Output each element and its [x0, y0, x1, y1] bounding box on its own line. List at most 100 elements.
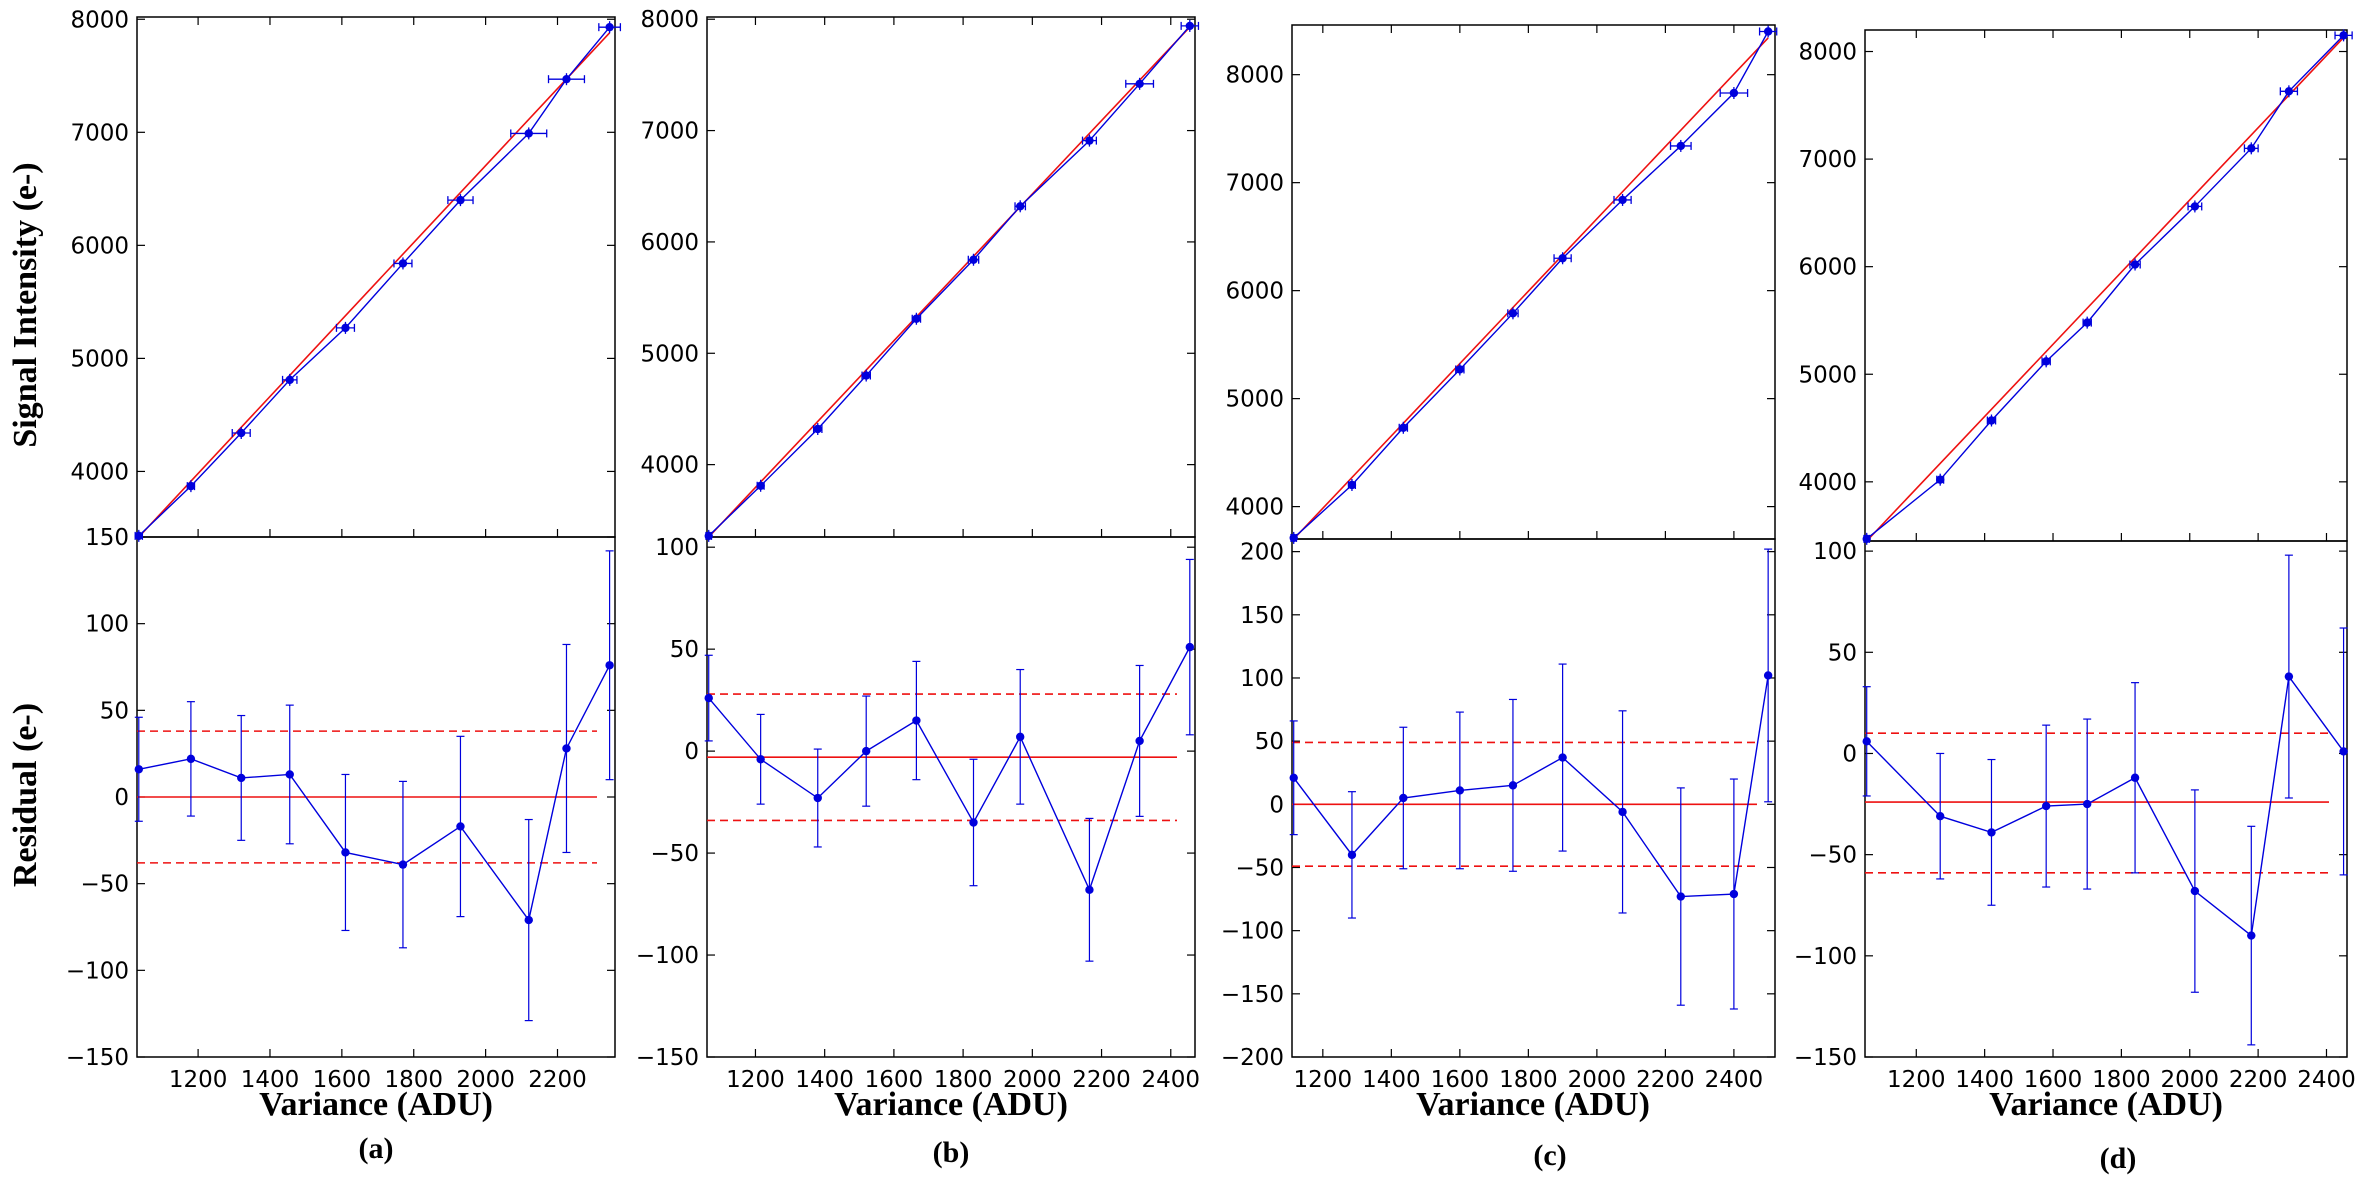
top-ytick-label: 8000 [640, 7, 699, 33]
top-ytick-label: 5000 [70, 346, 129, 372]
top-ytick-label: 6000 [1798, 255, 1857, 281]
top-data-point [2082, 318, 2092, 327]
top-data-point [1347, 480, 1357, 490]
residual-series-line [138, 664, 611, 922]
top-ytick-label: 8000 [1225, 63, 1284, 89]
residual-data-point [1289, 773, 1298, 782]
top-ytick-label: 5000 [1225, 387, 1284, 413]
top-axes-frame [1291, 24, 1776, 540]
panel-label: (b) [933, 1136, 970, 1169]
top-fit-line [708, 26, 1191, 538]
top-data-point [1936, 475, 1945, 484]
top-ytick-label: 6000 [640, 230, 699, 256]
bottom-ytick-label: 100 [1240, 666, 1284, 692]
residual-data-point [562, 744, 571, 753]
top-data-point [2247, 144, 2256, 153]
top-fit-line [1866, 36, 2345, 542]
panel-a: 1200 1400 1600 1800 2000 2200 4000 5000 6000 7000… [66, 7, 622, 1165]
top-data-point [285, 375, 294, 385]
residual-data-point [1729, 889, 1739, 899]
top-data-point [813, 424, 822, 434]
bottom-ytick-label: −150 [1794, 1045, 1857, 1071]
xtick-label: 1600 [1431, 1067, 1490, 1093]
bottom-ytick-label: −50 [650, 841, 699, 867]
top-data-point [2190, 202, 2200, 211]
residual-data-point [1558, 753, 1567, 762]
top-ytick-label: 4000 [640, 453, 699, 479]
residual-data-point [969, 818, 978, 827]
top-data-point [1729, 88, 1739, 98]
bottom-ytick-label: 100 [655, 535, 699, 561]
residual-data-point [341, 848, 350, 857]
residual-data-point [2041, 801, 2051, 811]
top-data-point [1455, 365, 1465, 374]
bottom-ytick-label: 50 [1255, 729, 1284, 755]
xtick-label: 2400 [1705, 1067, 1764, 1093]
residual-data-point [2082, 799, 2092, 809]
residual-data-point [912, 716, 921, 725]
bottom-axes-frame [1291, 538, 1776, 1058]
bottom-ytick-label: −150 [636, 1045, 699, 1071]
residual-data-point [1399, 793, 1408, 803]
xlabel: Variance (ADU) [1416, 1086, 1650, 1123]
residual-data-point [1508, 781, 1518, 790]
xtick-label: 1400 [241, 1067, 300, 1093]
top-data-point [1862, 534, 1871, 544]
residual-data-point [1618, 807, 1627, 817]
xtick-label: 2000 [1003, 1067, 1062, 1093]
residual-data-point [1763, 671, 1773, 680]
top-ytick-label: 6000 [1225, 279, 1284, 305]
residual-data-point [862, 746, 871, 756]
residual-data-point [1987, 828, 1996, 837]
top-data-point [1399, 423, 1408, 432]
xtick-label: 1600 [313, 1067, 372, 1093]
bottom-ytick-label: −150 [1221, 982, 1284, 1008]
xlabel: Variance (ADU) [834, 1086, 1068, 1123]
residual-data-point [1185, 642, 1195, 652]
xtick-label: 2200 [2229, 1067, 2288, 1093]
residual-data-point [237, 773, 246, 783]
residual-ylabel: Residual (e-) [7, 703, 44, 887]
xtick-label: 1400 [1362, 1067, 1421, 1093]
top-ytick-label: 8000 [70, 7, 129, 33]
top-data-point [2339, 31, 2348, 40]
xtick-label: 1200 [169, 1067, 228, 1093]
top-data-point [1508, 309, 1518, 318]
xlabel: Variance (ADU) [259, 1086, 493, 1123]
bottom-ytick-label: −100 [636, 943, 699, 969]
residual-data-point [813, 793, 822, 803]
residual-data-point [2284, 672, 2294, 681]
signal-intensity-ylabel: Signal Intensity (e-) [7, 162, 44, 447]
top-fit-line [1293, 37, 1769, 540]
bottom-ytick-label: 0 [1269, 792, 1284, 818]
residual-series-line [708, 646, 1191, 892]
residual-data-point [2339, 747, 2348, 756]
bottom-ytick-label: 0 [684, 739, 699, 765]
top-data-point [756, 481, 765, 490]
xtick-label: 1600 [865, 1067, 924, 1093]
top-data-point [1016, 202, 1025, 211]
top-ytick-label: 7000 [1798, 147, 1857, 173]
residual-data-point [2247, 931, 2256, 940]
top-axes-frame [706, 16, 1196, 538]
top-data-point [1618, 195, 1627, 205]
bottom-ytick-label: 150 [85, 525, 129, 551]
residual-data-point [456, 822, 465, 831]
bottom-ytick-label: −50 [1235, 855, 1284, 881]
top-data-point [186, 481, 196, 491]
top-ytick-label: 5000 [1798, 362, 1857, 388]
residual-data-point [1135, 736, 1144, 746]
top-data-point [398, 259, 408, 268]
xtick-label: 1400 [1955, 1067, 2014, 1093]
xtick-label: 2000 [1568, 1067, 1627, 1093]
bottom-ytick-label: 100 [85, 612, 129, 638]
residual-data-point [2130, 773, 2140, 782]
bottom-ytick-label: −150 [66, 1045, 129, 1071]
bottom-ytick-label: −50 [1808, 843, 1857, 869]
top-data-point [862, 371, 871, 380]
top-series-line [1293, 31, 1769, 539]
xtick-label: 1200 [1887, 1067, 1946, 1093]
bottom-ytick-label: −100 [1221, 919, 1284, 945]
residual-data-point [1085, 885, 1094, 894]
